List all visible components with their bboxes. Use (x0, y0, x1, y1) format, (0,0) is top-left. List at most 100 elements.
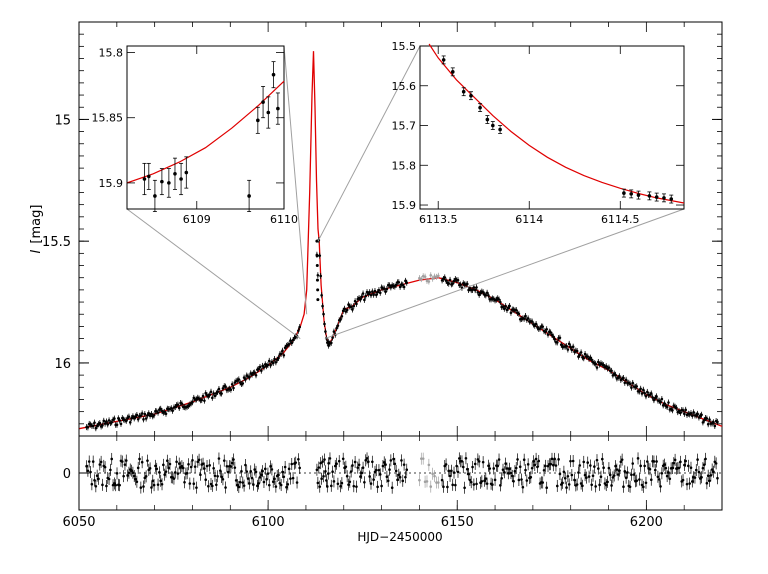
main-data-point (253, 371, 256, 374)
residual-point (591, 474, 595, 478)
residual-point (377, 468, 381, 472)
main-data-point (119, 422, 123, 426)
residual-point (537, 459, 541, 463)
residual-point (195, 486, 198, 489)
residual-point (236, 483, 239, 487)
main-peak-point (316, 288, 320, 292)
residual-point (344, 465, 348, 469)
main-data-point (107, 419, 111, 422)
main-data-point (377, 288, 381, 292)
residual-point (579, 482, 583, 485)
residual-point (324, 469, 327, 473)
residual-point (614, 464, 617, 468)
residual-point (87, 460, 91, 463)
main-data-point (291, 338, 295, 342)
main-data-point (526, 317, 530, 320)
main-data-point (487, 294, 490, 297)
residual-point (593, 465, 596, 468)
residual-point (248, 482, 251, 485)
residual-point (392, 457, 395, 461)
main-data-point (103, 422, 107, 425)
residual-point (671, 466, 674, 470)
residual-point (485, 482, 489, 485)
main-data-point (679, 411, 682, 415)
inset-right-ytick-label: 15.9 (392, 199, 417, 212)
residual-point (378, 473, 382, 476)
residual-point (578, 464, 582, 467)
zoom-connector-line (126, 208, 301, 339)
residual-point (632, 473, 636, 476)
residual-point (562, 470, 566, 474)
residual-point (400, 459, 403, 462)
residual-point (353, 460, 357, 464)
main-data-point (163, 410, 166, 414)
main-data-point (376, 290, 379, 294)
residual-point (566, 474, 570, 478)
residual-point (499, 484, 502, 487)
main-data-point (147, 411, 151, 415)
residual-point (340, 481, 344, 485)
residual-point (246, 477, 250, 480)
main-data-point (423, 275, 427, 278)
residual-point (665, 474, 669, 478)
residual-point (339, 484, 342, 488)
residual-point (693, 476, 697, 479)
residual-point (164, 470, 168, 473)
residual-point (217, 457, 221, 460)
main-data-point (384, 290, 387, 294)
main-data-point (180, 402, 184, 405)
main-data-point (481, 290, 485, 294)
residual-point (132, 474, 136, 478)
main-data-point (389, 286, 393, 289)
residual-point (204, 478, 208, 481)
main-data-point (459, 283, 462, 286)
residual-point (146, 459, 149, 462)
main-data-point (316, 273, 320, 277)
main-data-point (716, 420, 719, 424)
residual-point (253, 468, 256, 471)
main-data-point (579, 351, 583, 354)
main-data-point (177, 406, 181, 410)
zoom-connector-line (317, 45, 421, 242)
residual-point (176, 472, 180, 475)
main-data-point (559, 343, 563, 347)
residual-point (290, 462, 294, 466)
residual-point (99, 460, 103, 464)
main-data-point (164, 412, 168, 416)
residual-point (156, 483, 160, 486)
main-data-point (706, 422, 710, 426)
residual-point (385, 475, 389, 479)
main-data-point (642, 388, 645, 392)
main-data-point (465, 282, 469, 286)
residual-point (364, 459, 368, 462)
main-data-point (327, 344, 330, 347)
residual-point (623, 470, 627, 473)
residual-point (640, 483, 644, 487)
inset-right-data-point (647, 194, 652, 198)
main-peak-point (315, 264, 319, 268)
main-data-point (550, 333, 554, 337)
residual-point (653, 468, 657, 472)
inset-right-data-point (629, 192, 633, 196)
residual-point (318, 485, 322, 488)
main-data-point (200, 398, 204, 402)
residual-point (645, 460, 649, 463)
inset-right-data-point (478, 105, 482, 110)
inset-left-data-point (173, 171, 177, 176)
main-data-point (607, 366, 611, 369)
residual-point (484, 477, 488, 480)
residual-point (381, 464, 385, 468)
residual-point (630, 473, 633, 477)
main-data-point (281, 349, 284, 353)
inset-left-data-point (276, 106, 280, 111)
residual-point (561, 481, 564, 485)
residual-point (134, 477, 137, 481)
residual-point (481, 460, 485, 464)
residual-point (291, 476, 295, 480)
main-data-point (645, 390, 649, 394)
inset-left-data-point (271, 72, 276, 77)
residual-point (270, 468, 274, 471)
residual-point (569, 459, 572, 463)
main-data-point (404, 279, 407, 283)
